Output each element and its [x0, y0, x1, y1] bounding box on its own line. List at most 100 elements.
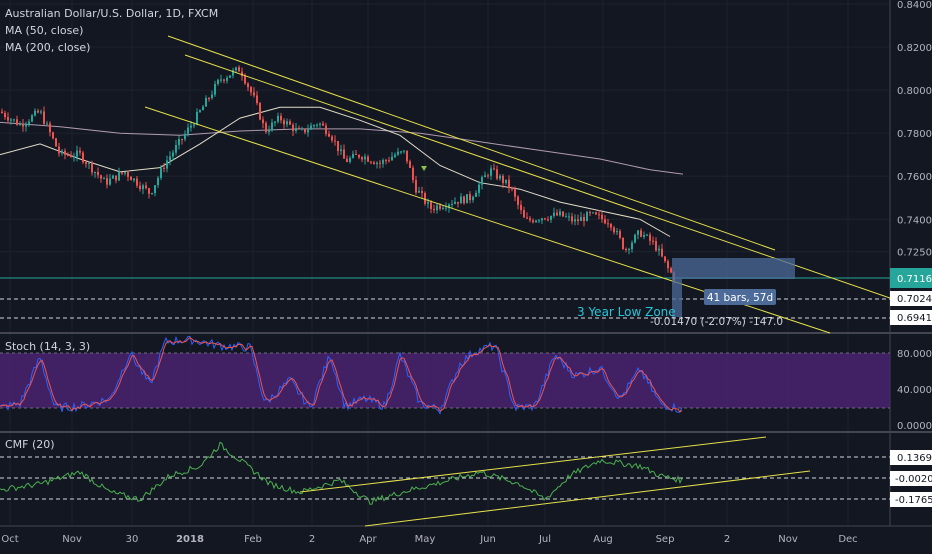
candle-body [610, 223, 612, 228]
candle-body [475, 192, 477, 197]
candle-body [277, 115, 279, 122]
candle-body [139, 185, 141, 190]
candle-body [427, 202, 429, 204]
cmf-trend-line[interactable] [299, 436, 767, 493]
candle-body [52, 132, 54, 139]
cmf-badge [890, 450, 932, 465]
candle-body [103, 178, 105, 180]
candle-body [319, 123, 321, 125]
candle-body [478, 184, 480, 193]
candle-body [631, 242, 633, 250]
candle-body [184, 133, 186, 140]
candle-body [535, 220, 537, 223]
candle-body [331, 136, 333, 141]
time-tick: Dec [838, 534, 857, 545]
candle-body [505, 179, 507, 184]
candle-body [388, 160, 390, 162]
candle-body [76, 150, 78, 157]
candle-body [451, 203, 453, 205]
candle-body [526, 217, 528, 219]
time-axis[interactable]: Oct Nov 30 2018 Feb 2 Apr May Jun Jul Aug Sep 2 Nov De… [1, 534, 857, 545]
candle-body [367, 156, 369, 162]
candle-body [586, 212, 588, 222]
candle-body [250, 87, 252, 93]
cmf-title: CMF (20) [5, 438, 55, 451]
candle-body [454, 201, 456, 204]
stoch-k-line [0, 335, 683, 415]
candle-body [10, 119, 12, 121]
trend-line[interactable] [167, 35, 776, 251]
candle-body [493, 168, 495, 170]
candle-body [400, 151, 402, 153]
candle-body [190, 125, 192, 128]
candle-body [193, 124, 195, 126]
time-tick: Oct [1, 534, 18, 545]
trend-line[interactable] [184, 54, 891, 299]
candle-body [595, 212, 597, 215]
candle-body [46, 123, 48, 125]
candle-body [133, 178, 135, 181]
candle-body [325, 125, 327, 134]
candle-body [517, 196, 519, 205]
candle-body [40, 111, 42, 113]
candle-body [298, 127, 300, 130]
time-tick: Apr [359, 534, 377, 545]
candle-body [67, 154, 69, 156]
candle-body [181, 139, 183, 141]
candle-body [292, 124, 294, 131]
candle-body [448, 204, 450, 208]
cmf-panel[interactable] [0, 434, 890, 526]
candle-body [622, 237, 624, 249]
candle-body [637, 230, 639, 235]
candle-body [259, 103, 261, 120]
candle-body [580, 217, 582, 222]
candle-body [271, 122, 273, 131]
candle-body [511, 187, 513, 190]
candle-body [625, 248, 627, 250]
candle-body [151, 193, 153, 195]
candle-body [469, 194, 471, 201]
candle-body [439, 205, 441, 209]
candle-body [541, 218, 543, 221]
grid-lines [0, 0, 890, 526]
candle-body [154, 185, 156, 194]
candle-body [466, 194, 468, 204]
measure-zone[interactable] [672, 258, 795, 279]
measure-label-box [704, 289, 776, 305]
time-tick: Nov [778, 534, 798, 545]
candle-body [199, 110, 201, 112]
candle-body [376, 162, 378, 165]
candle-body [484, 175, 486, 178]
stoch-d-line [0, 336, 683, 413]
candle-body [619, 231, 621, 238]
candle-body [544, 218, 546, 220]
candle-body [238, 67, 240, 72]
candle-body [529, 218, 531, 221]
candle-body [121, 172, 123, 174]
candle-body [55, 138, 57, 147]
cmf-tick: -0.1765 [895, 495, 932, 506]
candle-body [28, 121, 30, 124]
candle-body [166, 160, 168, 169]
candle-body [43, 111, 45, 124]
candle-body [460, 196, 462, 204]
cmf-trend-line[interactable] [364, 470, 811, 527]
stoch-title: Stoch (14, 3, 3) [5, 340, 90, 353]
price-panel[interactable] [0, 0, 890, 332]
candle-body [157, 177, 159, 186]
candle-body [286, 121, 288, 125]
candle-body [310, 125, 312, 130]
candle-body [7, 117, 9, 121]
candle-body [481, 177, 483, 185]
candle-body [412, 167, 414, 181]
candle-body [178, 139, 180, 146]
measure-zone-tail[interactable] [672, 279, 682, 317]
candle-body [37, 110, 39, 113]
level-badge [890, 310, 932, 325]
candle-body [232, 70, 234, 76]
candle-body [550, 215, 552, 220]
